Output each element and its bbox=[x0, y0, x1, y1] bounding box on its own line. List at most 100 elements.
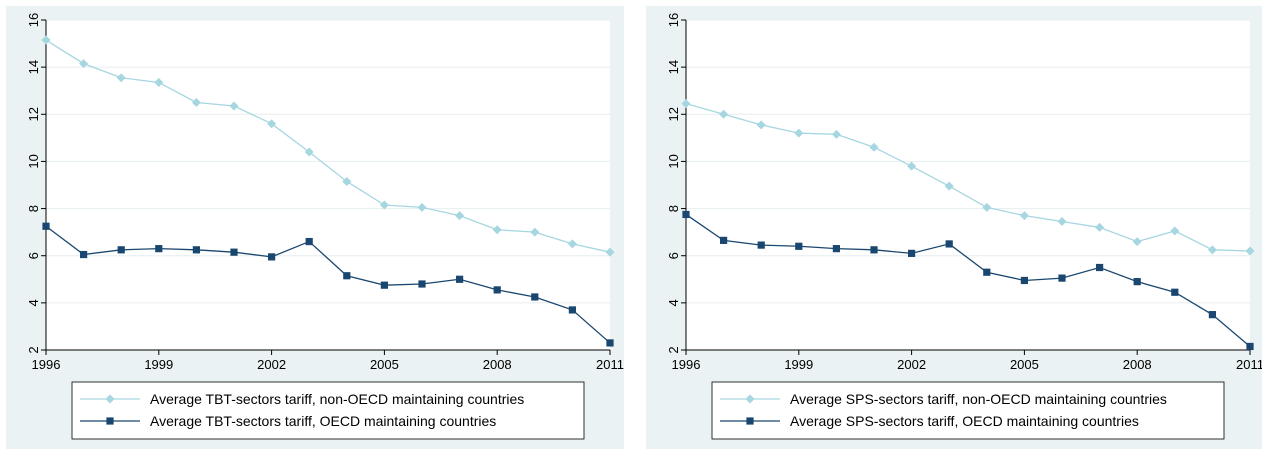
chart1-series-0-point bbox=[982, 202, 992, 212]
chart0-legend-label-1: Average TBT-sectors tariff, OECD maintai… bbox=[150, 413, 496, 429]
chart0-x-tick-label: 2005 bbox=[370, 357, 399, 372]
chart0-series-1-point bbox=[456, 275, 464, 283]
chart0-series-1-point bbox=[418, 280, 426, 288]
chart1-series-0-point bbox=[944, 181, 954, 191]
chart1-series-1-point bbox=[1058, 274, 1066, 282]
chart0-series-1-point bbox=[343, 272, 351, 280]
chart0-series-0-line bbox=[45, 39, 611, 253]
chart0-x-tick-label: 1999 bbox=[144, 357, 173, 372]
chart0-y-tick-label: 16 bbox=[26, 13, 41, 27]
chart1-series-1-point bbox=[1096, 263, 1104, 272]
chart0-series-0-point bbox=[154, 77, 164, 87]
chart1-series-1-point bbox=[682, 210, 690, 219]
chart1-series-0-point bbox=[831, 129, 841, 139]
chart1-series-0-point bbox=[794, 128, 804, 138]
chart1-series-0-point bbox=[1019, 211, 1029, 221]
chart1-plot-area bbox=[686, 20, 1250, 350]
chart1-x-tick-label: 2008 bbox=[1123, 357, 1152, 372]
chart1-series-1-point bbox=[832, 245, 840, 253]
chart0-series-0-point bbox=[342, 176, 352, 186]
chart1-legend-label-1: Average SPS-sectors tariff, OECD maintai… bbox=[790, 413, 1139, 429]
chart0-series-1-point bbox=[268, 253, 276, 261]
chart0-series-0-point bbox=[379, 200, 389, 210]
chart1-y-tick-label: 8 bbox=[666, 205, 681, 212]
chart0-series-0-point bbox=[605, 247, 615, 257]
chart1-series-0-point bbox=[681, 99, 691, 109]
chart1-y-tick-label: 2 bbox=[666, 346, 681, 353]
chart1-series-1-point bbox=[1246, 342, 1254, 351]
chart0-y-tick-label: 10 bbox=[26, 154, 41, 168]
chart1-series-1-point bbox=[983, 268, 991, 276]
chart1-y-tick-label: 16 bbox=[666, 13, 681, 27]
chart1-y-tick-label: 14 bbox=[666, 60, 681, 74]
chart1-series-0-point bbox=[1245, 246, 1255, 256]
chart0-y-tick-label: 6 bbox=[26, 252, 41, 259]
chart0-x-tick-label: 2011 bbox=[596, 357, 624, 372]
chart0-y-tick-label: 2 bbox=[26, 346, 41, 353]
chart0-x-tick-label: 2002 bbox=[257, 357, 286, 372]
chart0-series-0-point bbox=[492, 225, 502, 235]
chart1-series-1-point bbox=[720, 236, 728, 244]
chart1-series-0-point bbox=[1057, 217, 1067, 227]
chart1-legend-marker-0 bbox=[745, 394, 755, 404]
chart1-series-1-point bbox=[757, 241, 765, 249]
chart0-series-0-point bbox=[41, 35, 51, 45]
chart0-series-0-point bbox=[191, 98, 201, 107]
chart0-series-1-point bbox=[230, 248, 238, 256]
chart1-series-0-point bbox=[869, 142, 879, 152]
chart1-y-tick-label: 10 bbox=[666, 154, 681, 168]
chart1-series-1-point bbox=[1171, 288, 1179, 296]
chart0-series-0-point bbox=[267, 119, 277, 129]
chart0-series-1-point bbox=[606, 339, 614, 347]
chart1-x-tick-label: 2002 bbox=[897, 357, 926, 372]
chart1-series-0-point bbox=[1132, 237, 1142, 247]
chart0-series-0-point bbox=[79, 59, 89, 69]
chart1-legend-label-0: Average SPS-sectors tariff, non-OECD mai… bbox=[790, 391, 1167, 407]
chart1-x-tick-label: 1999 bbox=[784, 357, 813, 372]
chart0-y-tick-label: 12 bbox=[26, 107, 41, 121]
chart0-series-1-point bbox=[117, 246, 125, 254]
chart0-series-1-point bbox=[568, 306, 576, 314]
chart0-series-1-point bbox=[42, 222, 50, 230]
chart1-series-1-point bbox=[795, 242, 803, 250]
chart-panel-sps: 2 4 6 8 10 12 14 16 1996 1999 2002 2005 2008 2011 Aver… bbox=[646, 6, 1262, 449]
chart1-legend bbox=[711, 381, 1225, 440]
chart0-series-1-point bbox=[305, 237, 313, 246]
chart1-series-0-point bbox=[1207, 245, 1217, 255]
chart0-series-0-point bbox=[304, 147, 314, 157]
chart1-series-1-point bbox=[945, 240, 953, 248]
chart0-y-tick-label: 8 bbox=[26, 205, 41, 212]
chart0-series-0-point bbox=[417, 202, 427, 212]
chart0-legend-label-0: Average TBT-sectors tariff, non-OECD mai… bbox=[150, 391, 524, 407]
chart0-legend-marker-1 bbox=[106, 417, 114, 425]
chart0-y-tick-label: 14 bbox=[26, 60, 41, 74]
chart1-series-1-point bbox=[908, 249, 916, 257]
chart-panel-tbt: 2 4 6 8 10 12 14 16 1996 1999 2002 2005 2008 2011 Aver… bbox=[6, 6, 624, 449]
chart0-series-1-point bbox=[493, 286, 501, 294]
chart1-x-tick-label: 2011 bbox=[1236, 357, 1262, 372]
chart0-x-tick-label: 1996 bbox=[32, 357, 61, 372]
chart0-series-1-line bbox=[45, 225, 611, 344]
chart0-series-1-point bbox=[80, 250, 88, 259]
chart1-series-0-point bbox=[1095, 222, 1105, 232]
chart1-series-1-point bbox=[1133, 278, 1141, 286]
chart-sps: 2 4 6 8 10 12 14 16 1996 1999 2002 2005 2008 2011 Aver… bbox=[666, 13, 1262, 440]
chart1-series-1-line bbox=[685, 213, 1251, 347]
chart0-x-tick-label: 2008 bbox=[483, 357, 512, 372]
chart1-y-tick-label: 4 bbox=[666, 299, 681, 306]
chart0-series-0-point bbox=[530, 227, 540, 237]
chart1-series-0-point bbox=[719, 109, 729, 119]
chart0-series-1-point bbox=[380, 281, 388, 289]
chart0-series-0-point bbox=[116, 73, 126, 83]
chart1-y-tick-label: 6 bbox=[666, 252, 681, 259]
chart1-x-tick-label: 1996 bbox=[672, 357, 701, 372]
chart0-plot-area bbox=[46, 20, 610, 350]
chart0-legend-marker-0 bbox=[105, 394, 115, 404]
chart1-series-0-point bbox=[1170, 226, 1180, 236]
chart1-series-1-point bbox=[1208, 311, 1216, 319]
chart1-series-0-line bbox=[685, 103, 1251, 252]
chart1-legend-marker-1 bbox=[746, 417, 754, 425]
chart0-series-1-point bbox=[192, 246, 200, 254]
chart1-series-1-point bbox=[1020, 276, 1028, 285]
chart1-y-tick-label: 12 bbox=[666, 107, 681, 121]
